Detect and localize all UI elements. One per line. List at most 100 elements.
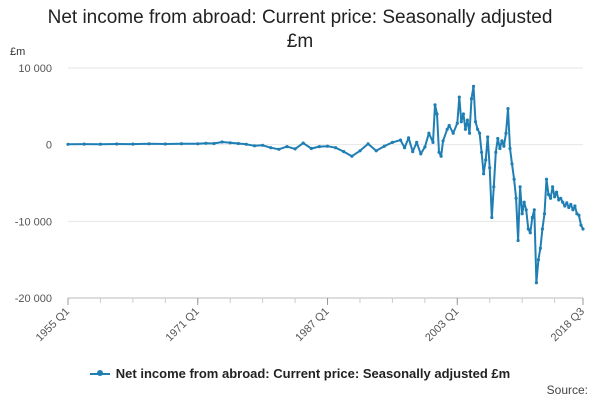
legend-line-icon [89, 369, 110, 376]
data-point [494, 150, 498, 154]
y-axis-unit-label: £m [10, 46, 26, 58]
data-point [571, 208, 575, 212]
data-point [382, 144, 386, 148]
data-point [457, 95, 461, 99]
y-tick-label: -20 000 [15, 293, 52, 305]
data-point [435, 112, 439, 116]
data-point [269, 146, 273, 150]
data-point [403, 146, 407, 150]
data-point [514, 196, 518, 200]
chart-title-line2: £m [286, 31, 314, 52]
data-point [555, 190, 559, 194]
data-point [506, 107, 510, 111]
x-tick-label: 1987 Q1 [293, 306, 331, 344]
data-point [461, 112, 465, 116]
data-point [577, 213, 581, 217]
data-point [508, 146, 512, 151]
data-point [490, 215, 494, 220]
data-point [498, 146, 502, 151]
data-point [478, 131, 482, 135]
data-point [534, 281, 539, 285]
data-point [563, 204, 567, 208]
data-point [98, 142, 102, 146]
data-point [163, 142, 167, 146]
data-point [559, 196, 563, 200]
data-point [488, 166, 492, 170]
data-point [522, 200, 526, 204]
series-line [67, 85, 584, 284]
data-point [504, 131, 508, 135]
data-point [579, 223, 583, 227]
data-point [476, 127, 480, 131]
series-group [66, 84, 585, 285]
data-point [469, 97, 474, 101]
data-point [252, 144, 257, 148]
data-point [459, 120, 463, 124]
data-point [451, 131, 455, 135]
data-point [293, 147, 297, 151]
data-point [473, 120, 478, 124]
data-point [285, 145, 289, 149]
data-point [500, 139, 504, 143]
data-point [66, 142, 70, 146]
data-point [540, 227, 545, 231]
source-label: Source: [546, 383, 588, 397]
data-point [437, 150, 441, 154]
x-tick-label: 1971 Q1 [164, 306, 202, 344]
data-point [524, 208, 528, 212]
data-point [244, 142, 248, 146]
data-point [581, 227, 585, 231]
data-point [512, 177, 516, 181]
data-point [196, 142, 200, 146]
x-axis: 1955 Q1 1971 Q1 1987 Q1 2003 Q1 2018 Q3 [34, 297, 587, 344]
y-tick-label: -10 000 [15, 216, 52, 228]
data-point [131, 142, 135, 146]
data-point [301, 141, 305, 145]
data-point [492, 185, 496, 189]
data-point [212, 141, 216, 146]
data-point [439, 154, 443, 158]
data-point [546, 192, 551, 197]
y-tick-label: 0 [46, 140, 52, 152]
data-point [350, 154, 354, 158]
data-point [334, 146, 338, 150]
data-point [573, 204, 577, 208]
data-point [415, 140, 419, 144]
data-point [277, 147, 281, 151]
data-point [228, 141, 232, 145]
data-point [115, 142, 119, 146]
data-point [236, 141, 240, 146]
data-point [427, 131, 431, 135]
data-point [486, 135, 490, 139]
data-point [463, 127, 467, 131]
data-point [538, 246, 543, 250]
data-point [542, 212, 547, 216]
data-point [374, 149, 378, 153]
data-point [423, 145, 427, 149]
data-point [520, 212, 524, 216]
data-point [551, 185, 555, 189]
data-point [342, 150, 346, 154]
data-point [398, 138, 403, 142]
chart-title: Net income from abroad: Current price: S… [0, 6, 600, 54]
x-tick-label: 2003 Q1 [423, 306, 461, 344]
data-point [366, 142, 370, 146]
data-point [447, 123, 451, 128]
x-tick-label: 1955 Q1 [34, 306, 72, 344]
data-point [471, 84, 476, 88]
data-point [565, 201, 569, 205]
data-point [536, 258, 541, 262]
data-point [482, 172, 486, 176]
data-point [220, 140, 224, 144]
data-point [455, 121, 459, 125]
data-point [553, 195, 557, 199]
data-point [204, 141, 208, 145]
data-point [484, 158, 488, 162]
data-point [549, 196, 553, 200]
legend: Net income from abroad: Current price: S… [0, 366, 600, 381]
data-point [516, 238, 520, 243]
data-point [502, 144, 506, 148]
legend-label: Net income from abroad: Current price: S… [115, 366, 511, 381]
y-axis-ticks: 10 000 0 -10 000 -20 000 [15, 63, 52, 305]
data-point [317, 145, 321, 149]
